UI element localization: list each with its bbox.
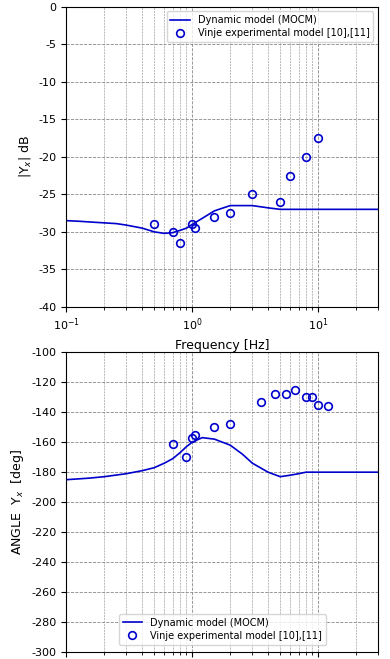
- X-axis label: Frequency [Hz]: Frequency [Hz]: [175, 339, 269, 352]
- Dynamic model (MOCM): [304, 206, 308, 214]
- Vinje experimental model [10],[11]: [288, 171, 292, 179]
- Vinje experimental model [10],[11]: [316, 134, 321, 142]
- Vinje experimental model [10],[11]: [250, 190, 255, 198]
- Y-axis label: ANGLE  Y$_x$  [deg]: ANGLE Y$_x$ [deg]: [9, 449, 26, 555]
- Dynamic model (MOCM): [228, 441, 232, 449]
- Dynamic model (MOCM): [316, 469, 321, 476]
- Dynamic model (MOCM): [376, 469, 381, 476]
- Dynamic model (MOCM): [354, 206, 358, 214]
- Dynamic model (MOCM): [200, 434, 205, 442]
- Dynamic model (MOCM): [178, 227, 183, 235]
- Dynamic model (MOCM): [240, 202, 245, 210]
- Dynamic model (MOCM): [266, 469, 270, 476]
- Dynamic model (MOCM): [152, 464, 157, 472]
- Dynamic model (MOCM): [190, 220, 195, 228]
- Vinje experimental model [10],[11]: [184, 453, 189, 461]
- Vinje experimental model [10],[11]: [228, 209, 232, 217]
- Legend: Dynamic model (MOCM), Vinje experimental model [10],[11]: Dynamic model (MOCM), Vinje experimental…: [119, 614, 326, 645]
- Dynamic model (MOCM): [316, 206, 321, 214]
- Dynamic model (MOCM): [354, 469, 358, 476]
- Dynamic model (MOCM): [338, 206, 343, 214]
- Dynamic model (MOCM): [296, 206, 301, 214]
- Dynamic model (MOCM): [184, 224, 189, 232]
- Vinje experimental model [10],[11]: [212, 423, 217, 431]
- Dynamic model (MOCM): [278, 206, 283, 214]
- Dynamic model (MOCM): [326, 206, 330, 214]
- Vinje experimental model [10],[11]: [278, 198, 283, 206]
- Vinje experimental model [10],[11]: [170, 228, 175, 236]
- Dynamic model (MOCM): [140, 224, 144, 232]
- Dynamic model (MOCM): [366, 469, 370, 476]
- Dynamic model (MOCM): [376, 206, 381, 214]
- Line: Dynamic model (MOCM): Dynamic model (MOCM): [66, 206, 378, 233]
- Vinje experimental model [10],[11]: [178, 239, 183, 247]
- Legend: Dynamic model (MOCM), Vinje experimental model [10],[11]: Dynamic model (MOCM), Vinje experimental…: [167, 11, 374, 42]
- Vinje experimental model [10],[11]: [310, 393, 315, 401]
- Vinje experimental model [10],[11]: [193, 431, 197, 439]
- Dynamic model (MOCM): [140, 467, 144, 474]
- Dynamic model (MOCM): [240, 450, 245, 458]
- Dynamic model (MOCM): [288, 471, 292, 479]
- Dynamic model (MOCM): [250, 459, 255, 467]
- Vinje experimental model [10],[11]: [259, 397, 263, 405]
- Dynamic model (MOCM): [170, 229, 175, 237]
- Dynamic model (MOCM): [338, 469, 343, 476]
- Dynamic model (MOCM): [114, 219, 119, 227]
- Dynamic model (MOCM): [250, 202, 255, 210]
- Vinje experimental model [10],[11]: [304, 393, 308, 401]
- Text: a) attenuation: a) attenuation: [173, 361, 272, 375]
- Dynamic model (MOCM): [86, 474, 91, 482]
- Dynamic model (MOCM): [326, 469, 330, 476]
- Vinje experimental model [10],[11]: [304, 153, 308, 161]
- Dynamic model (MOCM): [304, 469, 308, 476]
- Dynamic model (MOCM): [184, 443, 189, 451]
- Dynamic model (MOCM): [366, 206, 370, 214]
- Dynamic model (MOCM): [200, 214, 205, 222]
- Dynamic model (MOCM): [90, 218, 94, 226]
- Vinje experimental model [10],[11]: [193, 224, 197, 232]
- Dynamic model (MOCM): [102, 473, 106, 480]
- Vinje experimental model [10],[11]: [212, 213, 217, 221]
- Vinje experimental model [10],[11]: [292, 386, 297, 393]
- Line: Vinje experimental model [10],[11]: Vinje experimental model [10],[11]: [151, 134, 322, 247]
- Dynamic model (MOCM): [64, 476, 69, 484]
- Vinje experimental model [10],[11]: [326, 402, 330, 410]
- Y-axis label: |Y$_x$| dB: |Y$_x$| dB: [17, 135, 33, 179]
- Dynamic model (MOCM): [288, 206, 292, 214]
- Dynamic model (MOCM): [212, 207, 217, 215]
- Vinje experimental model [10],[11]: [170, 440, 175, 447]
- Vinje experimental model [10],[11]: [228, 420, 232, 428]
- Dynamic model (MOCM): [170, 455, 175, 463]
- Dynamic model (MOCM): [64, 217, 69, 225]
- Dynamic model (MOCM): [278, 473, 283, 480]
- Vinje experimental model [10],[11]: [190, 220, 195, 228]
- Dynamic model (MOCM): [228, 202, 232, 210]
- Dynamic model (MOCM): [162, 229, 167, 237]
- Vinje experimental model [10],[11]: [190, 434, 195, 442]
- Dynamic model (MOCM): [266, 204, 270, 212]
- Vinje experimental model [10],[11]: [316, 401, 321, 409]
- Line: Dynamic model (MOCM): Dynamic model (MOCM): [66, 438, 378, 480]
- Line: Vinje experimental model [10],[11]: Vinje experimental model [10],[11]: [169, 386, 332, 461]
- Dynamic model (MOCM): [162, 459, 167, 467]
- Dynamic model (MOCM): [102, 219, 106, 227]
- Vinje experimental model [10],[11]: [272, 390, 277, 398]
- Dynamic model (MOCM): [296, 470, 301, 478]
- Vinje experimental model [10],[11]: [152, 220, 157, 228]
- Dynamic model (MOCM): [152, 228, 157, 236]
- Dynamic model (MOCM): [78, 217, 83, 225]
- Dynamic model (MOCM): [190, 438, 195, 446]
- Dynamic model (MOCM): [124, 221, 129, 229]
- Dynamic model (MOCM): [178, 449, 183, 457]
- Vinje experimental model [10],[11]: [283, 390, 288, 398]
- Dynamic model (MOCM): [124, 470, 129, 478]
- Dynamic model (MOCM): [212, 435, 217, 443]
